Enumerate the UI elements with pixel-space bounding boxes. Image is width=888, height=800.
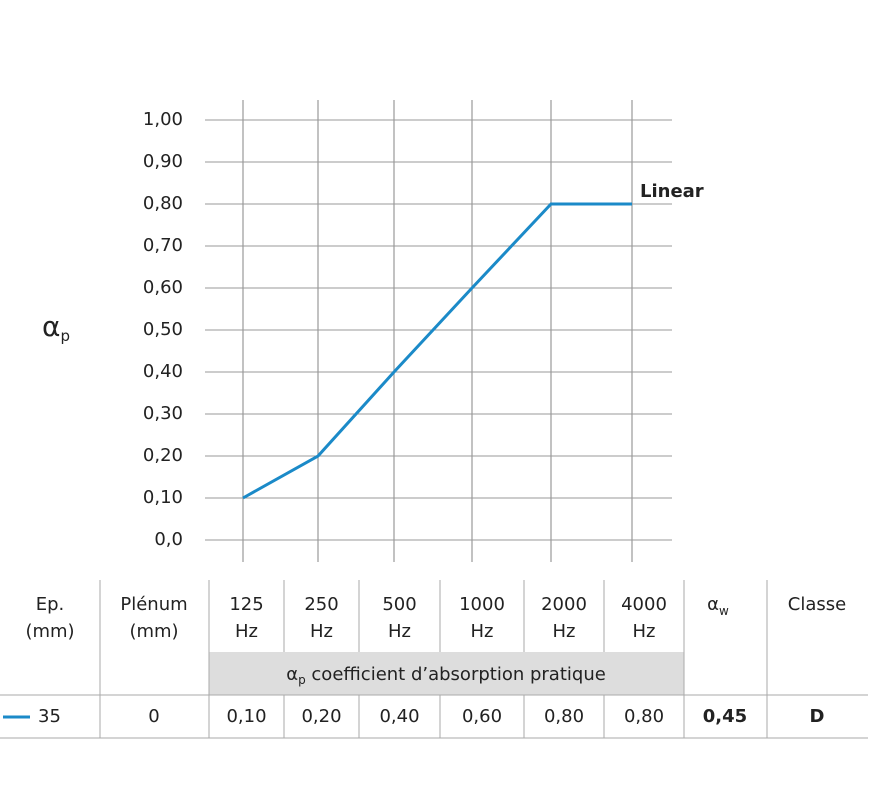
- column-header: Plénum: [120, 594, 187, 615]
- frequency-unit: Hz: [633, 621, 656, 642]
- y-tick-label: 0,20: [143, 445, 183, 466]
- caption-symbol: α: [286, 664, 298, 685]
- frequency-header: 500: [382, 594, 416, 615]
- caption-sub: p: [298, 673, 306, 687]
- table-value: 0,40: [379, 706, 419, 727]
- y-tick-label: 0,70: [143, 235, 183, 256]
- column-header: (mm): [25, 621, 74, 642]
- table-value: 0,60: [462, 706, 502, 727]
- frequency-header: 1000: [459, 594, 505, 615]
- y-axis-symbol: α: [42, 310, 60, 343]
- row-ep: 35: [38, 706, 61, 727]
- frequency-unit: Hz: [471, 621, 494, 642]
- y-axis-sub: p: [60, 327, 70, 345]
- frequency-unit: Hz: [388, 621, 411, 642]
- frequency-unit: Hz: [235, 621, 258, 642]
- frequency-header: 2000: [541, 594, 587, 615]
- series-label: Linear: [640, 181, 704, 202]
- y-axis-label: αp: [42, 310, 70, 345]
- aw-symbol: α: [707, 594, 719, 615]
- aw-header: αw: [707, 594, 729, 618]
- data-line: [242, 202, 632, 500]
- column-header: Ep.: [36, 594, 65, 615]
- row-aw: 0,45: [703, 706, 747, 727]
- y-tick-label: 0,80: [143, 193, 183, 214]
- frequency-header: 4000: [621, 594, 667, 615]
- row-classe: D: [810, 706, 825, 727]
- band-caption: αp coefficient d’absorption pratique: [286, 664, 606, 687]
- y-tick-label: 0,50: [143, 319, 183, 340]
- table-value: 0,80: [624, 706, 664, 727]
- y-tick-label: 0,60: [143, 277, 183, 298]
- table-value: 0,10: [226, 706, 266, 727]
- y-tick-label: 0,10: [143, 487, 183, 508]
- table-value: 0,80: [544, 706, 584, 727]
- band-background: [209, 652, 684, 695]
- classe-header: Classe: [788, 594, 846, 615]
- column-header: (mm): [129, 621, 178, 642]
- frequency-header: 250: [304, 594, 338, 615]
- frequency-header: 125: [229, 594, 263, 615]
- caption-text: coefficient d’absorption pratique: [306, 664, 606, 685]
- y-tick-label: 0,90: [143, 151, 183, 172]
- y-tick-label: 1,00: [143, 109, 183, 130]
- row-plenum: 0: [148, 706, 159, 727]
- frequency-unit: Hz: [553, 621, 576, 642]
- y-tick-label: 0,0: [154, 529, 183, 550]
- table-value: 0,20: [301, 706, 341, 727]
- aw-sub: w: [719, 604, 729, 618]
- y-tick-label: 0,40: [143, 361, 183, 382]
- y-tick-label: 0,30: [143, 403, 183, 424]
- frequency-unit: Hz: [310, 621, 333, 642]
